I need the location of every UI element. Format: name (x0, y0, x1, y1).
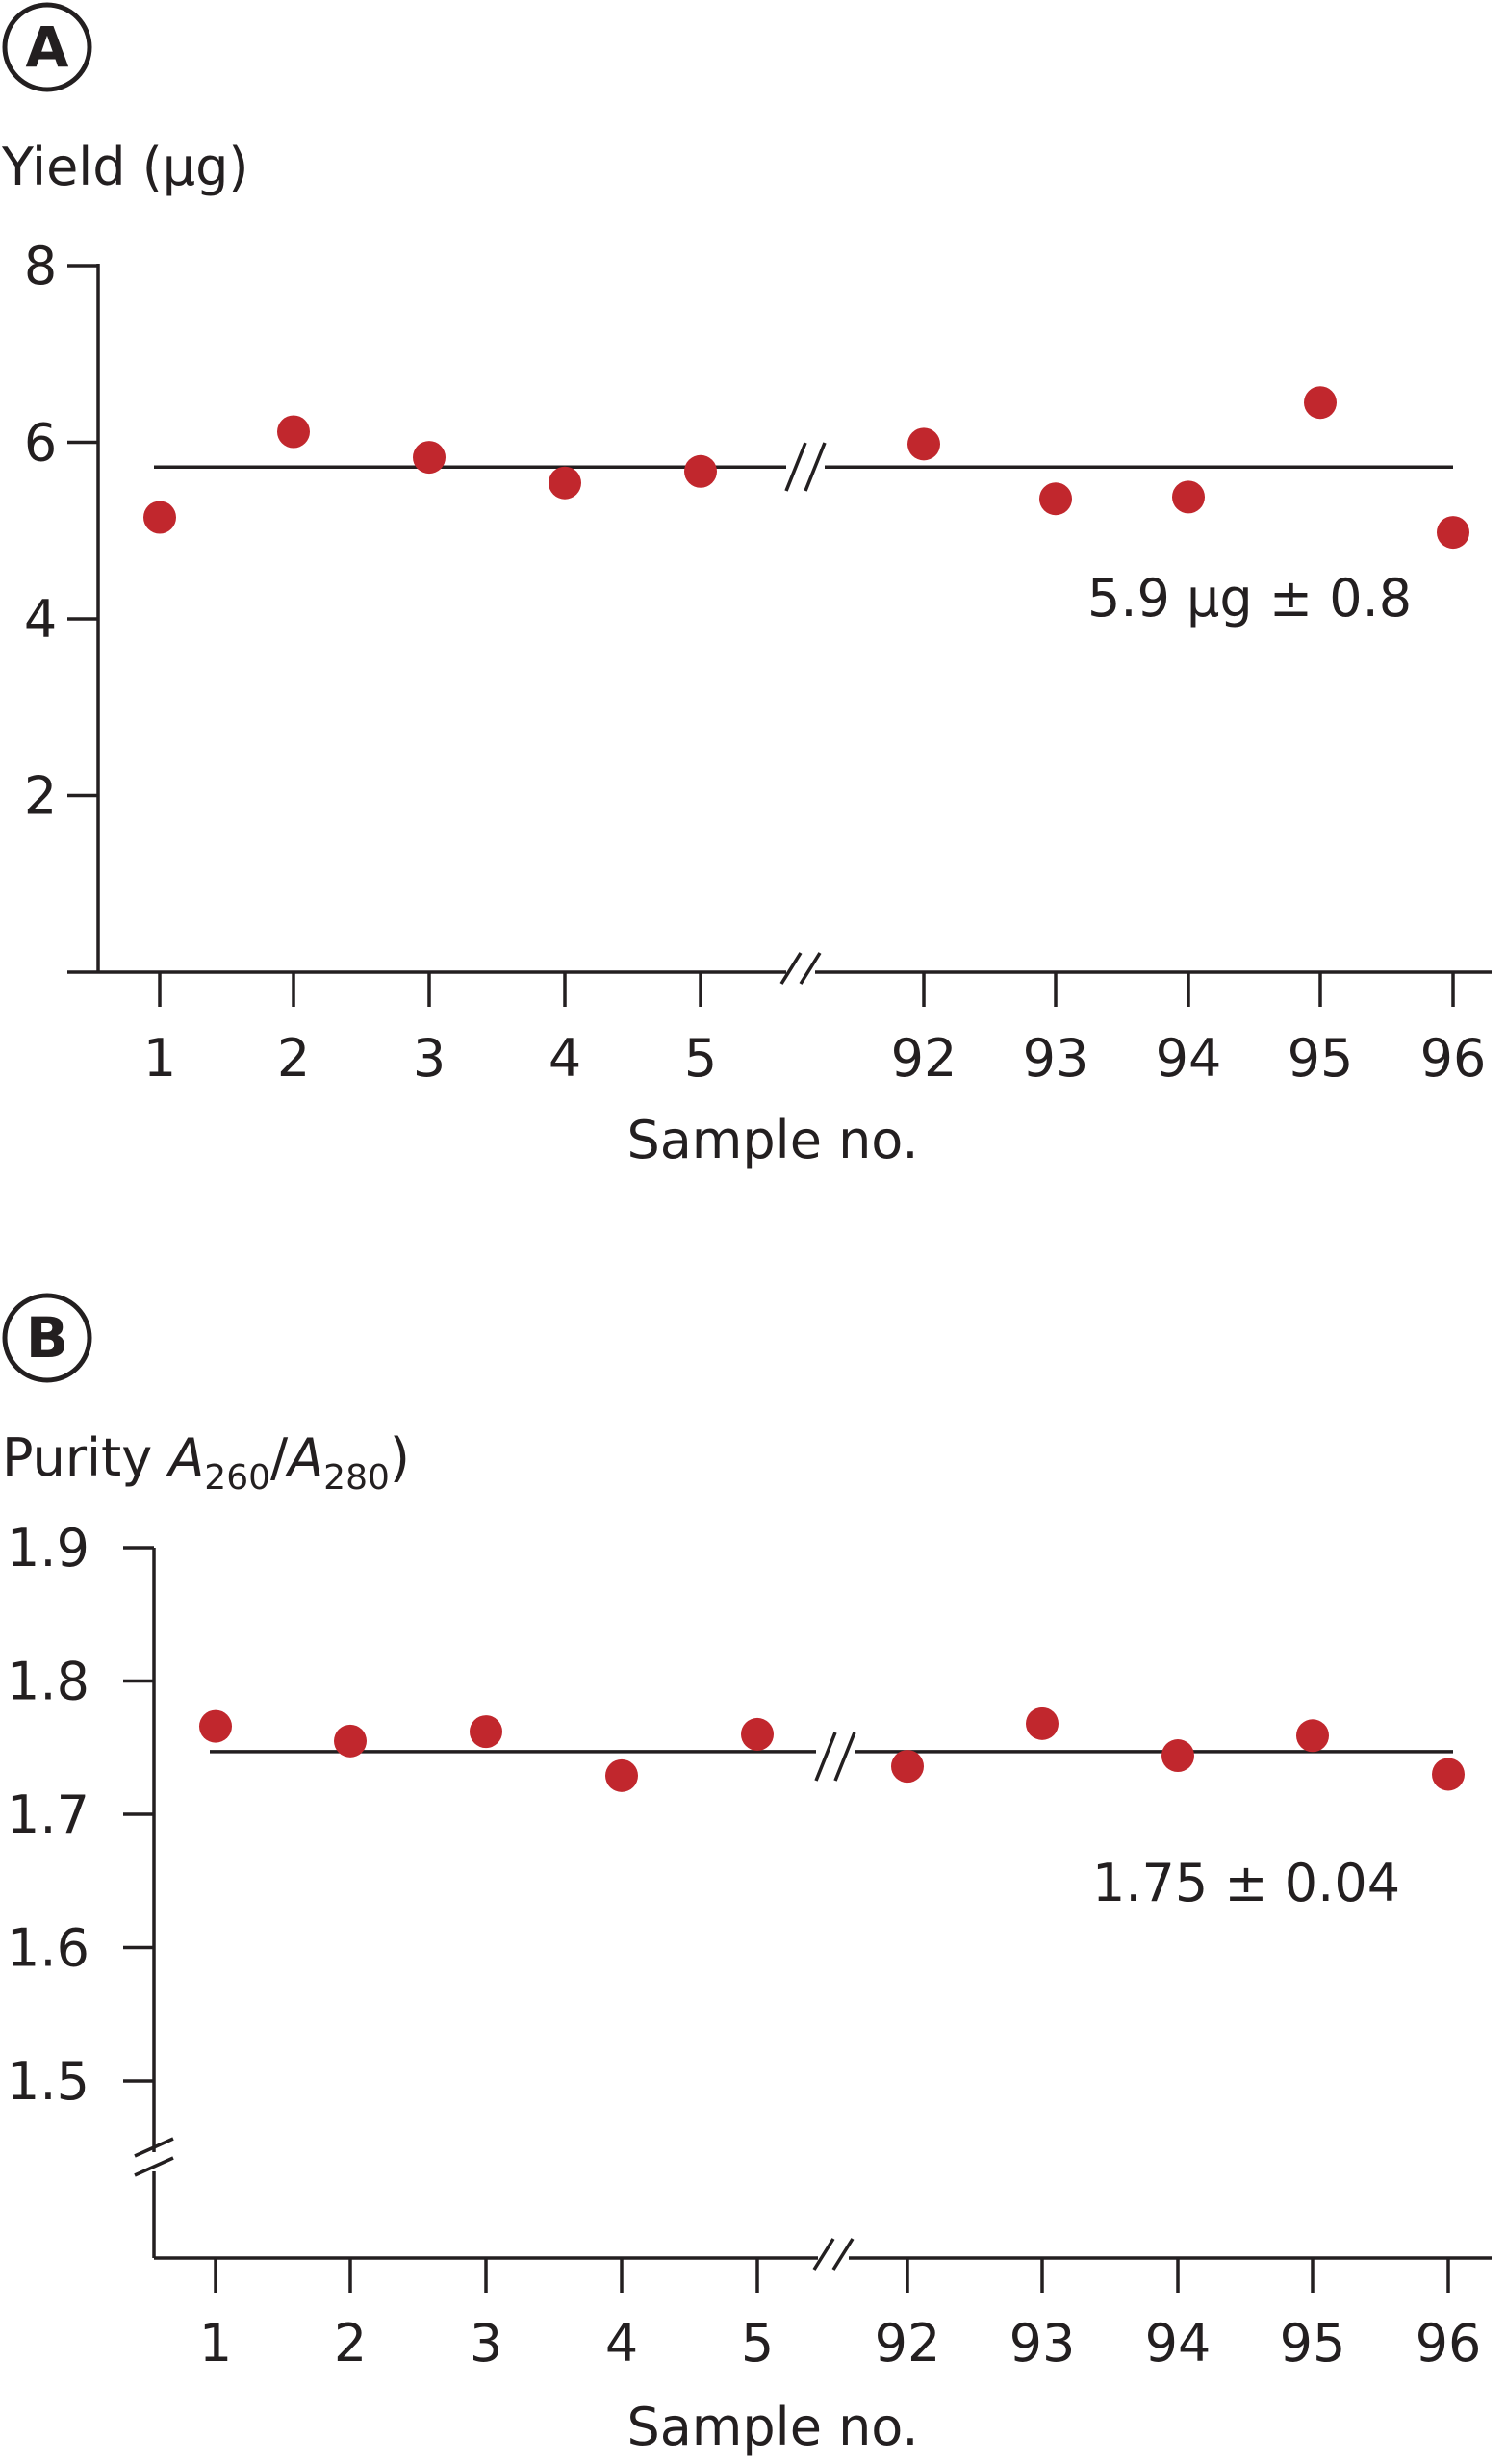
panel-a-x-tick-label: 96 (1420, 1028, 1487, 1089)
panel-b-y-ticks: 1.5 1.6 1.7 1.8 1.9 (7, 1518, 154, 2112)
panel-b-data-point-1 (199, 1709, 232, 1743)
panel-a-x-tick-label: 94 (1156, 1028, 1222, 1089)
panel-a-annotation: 5.9 µg ± 0.8 (1087, 568, 1412, 629)
panel-b-y-tick-label: 1.5 (7, 2051, 89, 2112)
panel-b-x-tick-label: 5 (741, 2313, 774, 2374)
panel-b-y-title-sub2: 280 (323, 1458, 390, 1498)
panel-b-y-tick-label: 1.6 (7, 1918, 89, 1979)
panel-b-data-point-94 (1161, 1739, 1194, 1773)
panel-b-y-tick-label: 1.8 (7, 1652, 89, 1712)
panel-b-line-break-mark-2 (833, 1732, 856, 1782)
panel-b-x-break-mark-2 (831, 2238, 855, 2271)
panel-b-y-title-slash: / (270, 1427, 289, 1488)
panel-a-y-tick-label: 8 (24, 236, 57, 296)
panel-a-x-tick-label: 93 (1023, 1028, 1089, 1089)
panel-b-line-break-mark-1 (814, 1732, 837, 1782)
panel-b-x-tick-label: 3 (470, 2313, 502, 2374)
panel-b-y-tick-label: 1.7 (7, 1784, 89, 1845)
panel-b-data-point-96 (1432, 1758, 1465, 1791)
panel-a-y-axis-title: Yield (µg) (1, 137, 249, 197)
panel-b-x-tick-label: 2 (334, 2313, 367, 2374)
panel-b-y-title-suffix: ) (390, 1427, 410, 1488)
panel-b-x-tick-label: 94 (1145, 2313, 1212, 2374)
panel-b-x-tick-label: 92 (875, 2313, 941, 2374)
panel-b-annotation: 1.75 ± 0.04 (1092, 1853, 1400, 1913)
panel-b-x-tick-label: 93 (1009, 2313, 1076, 2374)
panel-b-data-point-5 (741, 1717, 774, 1751)
panel-b-data-point-92 (891, 1750, 924, 1784)
panel-a-data-point-2 (277, 415, 310, 449)
panel-b-data-point-95 (1296, 1719, 1329, 1753)
panel-b-y-title-sub1: 260 (204, 1458, 270, 1498)
panel-a-line-break-mark-1 (784, 442, 807, 492)
panel-a-x-tick-label: 2 (277, 1028, 310, 1089)
panel-b-data-point-3 (470, 1715, 502, 1749)
panel-a-data-point-4 (549, 466, 581, 500)
panel-a-y-ticks: 2 4 6 8 (24, 236, 98, 827)
panel-a-badge (2, 2, 92, 92)
panel-a-x-break-mark-1 (779, 952, 803, 985)
panel-a-data-point-93 (1039, 482, 1072, 516)
panel-a-letter: A (26, 14, 69, 80)
panel-b-y-axis-title: Purity A260/A280) (2, 1427, 410, 1498)
panel-b-x-tick-label: 95 (1280, 2313, 1346, 2374)
panel-a: A Yield (µg) 2 4 6 8 1 2 3 4 5 92 93 94 95 96 5.9 µg… (1, 2, 1492, 1170)
panel-a-x-tick-label: 95 (1288, 1028, 1354, 1089)
panel-a-data-point-1 (143, 500, 176, 534)
panel-a-data-point-92 (907, 427, 940, 461)
panel-a-y-tick-label: 4 (24, 589, 57, 650)
panel-a-data-point-3 (413, 441, 446, 475)
panel-b-x-tick-label: 4 (605, 2313, 638, 2374)
panel-a-x-tick-label: 5 (684, 1028, 717, 1089)
panel-a-x-tick-label: 4 (549, 1028, 581, 1089)
panel-b-y-title-a2: A (285, 1427, 323, 1488)
panel-b-x-tick-label: 96 (1416, 2313, 1482, 2374)
panel-a-x-break-mark-2 (799, 952, 822, 985)
panel-b-data-point-93 (1026, 1707, 1059, 1740)
panel-b-x-break-mark-1 (812, 2238, 835, 2271)
panel-b-y-break-mark-2 (134, 2156, 174, 2177)
panel-b-points (199, 1707, 1465, 1792)
panel-a-data-point-94 (1172, 480, 1205, 514)
panel-a-points (143, 386, 1469, 550)
panel-b-y-tick-label: 1.9 (7, 1518, 89, 1578)
panel-a-y-tick-label: 2 (24, 766, 57, 827)
panel-b-data-point-4 (605, 1758, 638, 1792)
panel-b-letter: B (26, 1305, 68, 1371)
panel-b-badge (2, 1293, 92, 1383)
panel-a-y-tick-label: 6 (24, 413, 57, 474)
panel-a-x-tick-label: 92 (891, 1028, 957, 1089)
panel-a-x-axis-title: Sample no. (626, 1110, 918, 1170)
panel-b-data-point-2 (334, 1724, 367, 1758)
panel-a-x-tick-label: 1 (143, 1028, 176, 1089)
panel-a-data-point-5 (684, 454, 717, 488)
panel-b-x-ticks: 1 2 3 4 5 92 93 94 95 96 (199, 2258, 1482, 2374)
panel-a-data-point-96 (1437, 516, 1469, 550)
panel-a-line-break-mark-2 (804, 442, 827, 492)
panel-b-y-title-prefix: Purity (2, 1427, 168, 1488)
panel-a-x-tick-label: 3 (413, 1028, 446, 1089)
panel-b-x-axis-title: Sample no. (626, 2397, 918, 2457)
panel-a-data-point-95 (1304, 386, 1337, 420)
panel-a-x-ticks: 1 2 3 4 5 92 93 94 95 96 (143, 972, 1487, 1089)
panel-b-x-tick-label: 1 (199, 2313, 232, 2374)
panel-b-y-title-a1: A (166, 1427, 204, 1488)
panel-b-y-break-mark-1 (134, 2137, 174, 2158)
